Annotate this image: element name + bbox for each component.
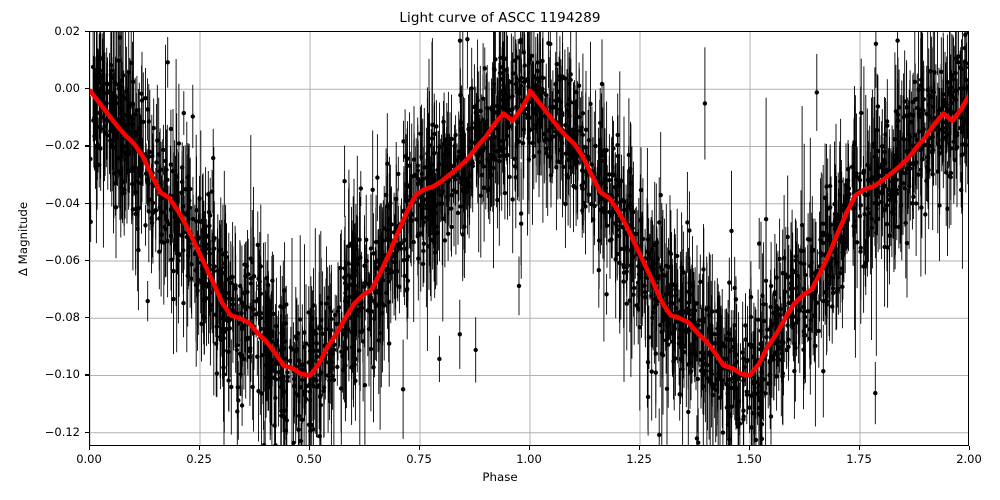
x-tick-mark	[89, 446, 91, 450]
y-axis-label: Δ Magnitude	[16, 201, 30, 276]
plot-canvas	[90, 32, 968, 445]
y-tick-label: 0.00	[54, 81, 80, 96]
x-axis-label: Phase	[482, 470, 518, 484]
binned-mean-curve	[90, 88, 968, 378]
x-tick-mark	[859, 446, 861, 450]
y-tick-label: −0.04	[44, 195, 80, 210]
scatter-series	[90, 32, 968, 445]
y-tick-label: −0.08	[44, 310, 80, 325]
x-tick-label: 1.75	[846, 452, 872, 466]
x-tick-label: 0.25	[186, 452, 212, 466]
x-tick-label: 0.00	[76, 452, 102, 466]
y-tick-label: −0.06	[44, 252, 80, 267]
x-tick-label: 1.00	[516, 452, 542, 466]
x-tick-label: 1.50	[736, 452, 762, 466]
y-tick-label: −0.10	[44, 367, 80, 382]
x-tick-label: 0.50	[296, 452, 322, 466]
y-axis-label-container: Δ Magnitude	[14, 31, 32, 446]
plot-area	[89, 31, 969, 446]
x-tick-mark	[749, 446, 751, 450]
page-title: Light curve of ASCC 1194289	[399, 10, 601, 26]
x-tick-label: 2.00	[956, 452, 982, 466]
x-tick-mark	[309, 446, 311, 450]
x-tick-label: 0.75	[406, 452, 432, 466]
y-tick-label: −0.12	[44, 424, 80, 439]
x-tick-mark	[639, 446, 641, 450]
y-tick-label: 0.02	[54, 24, 80, 38]
x-tick-mark	[529, 446, 531, 450]
x-tick-mark	[419, 446, 421, 450]
x-tick-mark	[969, 446, 971, 450]
x-tick-mark	[199, 446, 201, 450]
y-tick-label: −0.02	[44, 138, 80, 153]
x-tick-label: 1.25	[626, 452, 652, 466]
